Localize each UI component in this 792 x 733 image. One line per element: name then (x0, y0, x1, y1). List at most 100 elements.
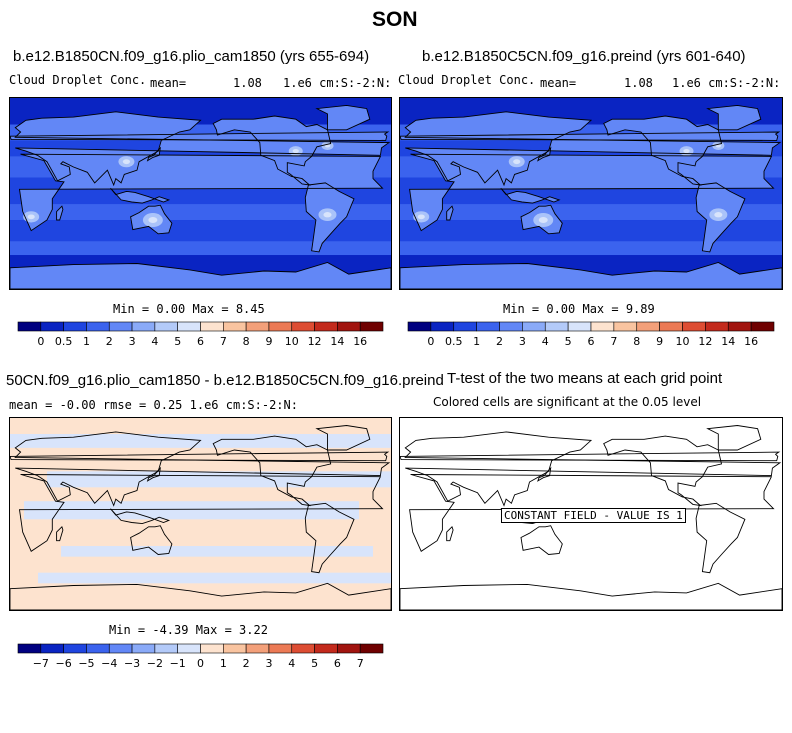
coastline-africa (18, 153, 384, 232)
colorbar-box (314, 643, 338, 654)
coastline-indonesia (500, 187, 561, 204)
panel-1-var-label: Cloud Droplet Conc. (9, 73, 147, 87)
coastline-madagascar (56, 205, 64, 221)
diff-fill-negative (61, 546, 373, 557)
colorbar-label: 8 (633, 335, 640, 348)
colorbar-box (40, 321, 64, 332)
coastline-north-america (212, 435, 332, 507)
colorbar-box (636, 321, 660, 332)
coastline-antarctica (10, 262, 391, 289)
high-conc-core (538, 217, 548, 224)
land-fill-japan (537, 147, 551, 161)
coastline-australia (520, 204, 563, 235)
coastline-australia (520, 525, 563, 555)
land-fill-antarctica (10, 262, 391, 289)
colorbar-label: 1 (83, 335, 90, 348)
colorbar-label: 0 (427, 335, 434, 348)
panel-2-var-label: Cloud Droplet Conc. (398, 73, 536, 87)
land-fill-madagascar (56, 206, 63, 220)
coastline-greenland (315, 104, 371, 131)
colorbar-box (223, 643, 247, 654)
colorbar-label: −2 (147, 657, 163, 670)
high-conc-core (292, 148, 299, 154)
colorbar-box (131, 321, 156, 332)
colorbar-label: −6 (56, 657, 72, 670)
coastline-south-america (695, 502, 746, 574)
high-conc-core (714, 212, 723, 218)
latitude-band (400, 204, 782, 221)
colorbar-box (154, 643, 178, 654)
colorbar-label: 3 (519, 335, 526, 348)
coastline-uk (10, 131, 390, 141)
panel-4-title: T-test of the two means at each grid poi… (447, 370, 723, 387)
panel-1-mean-label: mean= (150, 76, 187, 90)
colorbar-box (613, 321, 638, 332)
panel-3-map (9, 417, 392, 611)
colorbar-label: 1 (220, 657, 227, 670)
coastline-antarctica (400, 262, 782, 289)
diff-fill-negative (38, 572, 391, 584)
panel-2-units: 1.e6 cm:S:-2:N: (672, 76, 781, 90)
coastline-japan (146, 466, 161, 482)
panel-3-min-max: Min = -4.39 Max = 3.22 (109, 623, 268, 637)
coastline-europe-asia (404, 431, 782, 507)
colorbar-label: 4 (151, 335, 158, 348)
latitude-band (400, 241, 782, 256)
colorbar-box (499, 321, 523, 332)
coastline-europe-asia (14, 431, 391, 507)
colorbar-box (200, 643, 224, 654)
coastline-australia (130, 525, 173, 555)
constant-field-label: CONSTANT FIELD - VALUE IS 1 (501, 508, 686, 523)
latitude-band (400, 220, 782, 242)
colorbar-box (17, 321, 42, 332)
coastline-indonesia (110, 508, 171, 525)
colorbar-box (705, 321, 729, 332)
coastline-greenland (706, 425, 762, 451)
coastline-africa (18, 474, 384, 552)
colorbar-label: 3 (129, 335, 136, 348)
colorbar-label: 14 (721, 335, 735, 348)
coastline-madagascar (446, 205, 454, 221)
panel-3-stats: mean = -0.00 rmse = 0.25 1.e6 cm:S:-2:N: (9, 398, 298, 412)
coastline-europe-asia (14, 111, 391, 187)
colorbar-box (359, 321, 384, 332)
colorbar-label: 5 (565, 335, 572, 348)
coastline-north-america (603, 435, 723, 507)
colorbar-label: 10 (676, 335, 690, 348)
high-conc-core (417, 214, 425, 220)
coastline-europe-asia (404, 111, 782, 187)
colorbar-box (268, 643, 293, 654)
colorbar-label: 10 (285, 335, 299, 348)
colorbar-label: 0.5 (445, 335, 463, 348)
colorbar-label: 12 (308, 335, 322, 348)
colorbar-box (590, 321, 615, 332)
colorbar-box (337, 643, 361, 654)
colorbar-box (682, 321, 706, 332)
colorbar-label: 2 (496, 335, 503, 348)
panel-2-mean-value: 1.08 (624, 76, 653, 90)
high-conc-core (27, 214, 35, 220)
colorbar-label: 6 (197, 335, 204, 348)
coastline-madagascar (56, 525, 64, 542)
colorbar-box (430, 321, 455, 332)
colorbar-label: 7 (357, 657, 364, 670)
coastline-north-america (603, 115, 723, 186)
coastline-uk (10, 451, 390, 462)
colorbar-label: −3 (124, 657, 140, 670)
colorbar-box (200, 321, 224, 332)
colorbar-label: 0.5 (55, 335, 73, 348)
colorbar-box (154, 321, 178, 332)
colorbar-box (245, 643, 270, 654)
colorbar-box (407, 321, 432, 332)
colorbar-label: −7 (33, 657, 49, 670)
colorbar-box (63, 643, 87, 654)
colorbar-box (727, 321, 752, 332)
high-conc-core (683, 148, 690, 154)
high-conc-core (513, 159, 521, 165)
latitude-band (10, 204, 391, 221)
panel-2-map (399, 97, 783, 290)
coastline-uk (400, 451, 781, 462)
coastline-south-america (304, 502, 355, 574)
land-fill-madagascar (446, 206, 454, 220)
colorbar-box (291, 321, 315, 332)
